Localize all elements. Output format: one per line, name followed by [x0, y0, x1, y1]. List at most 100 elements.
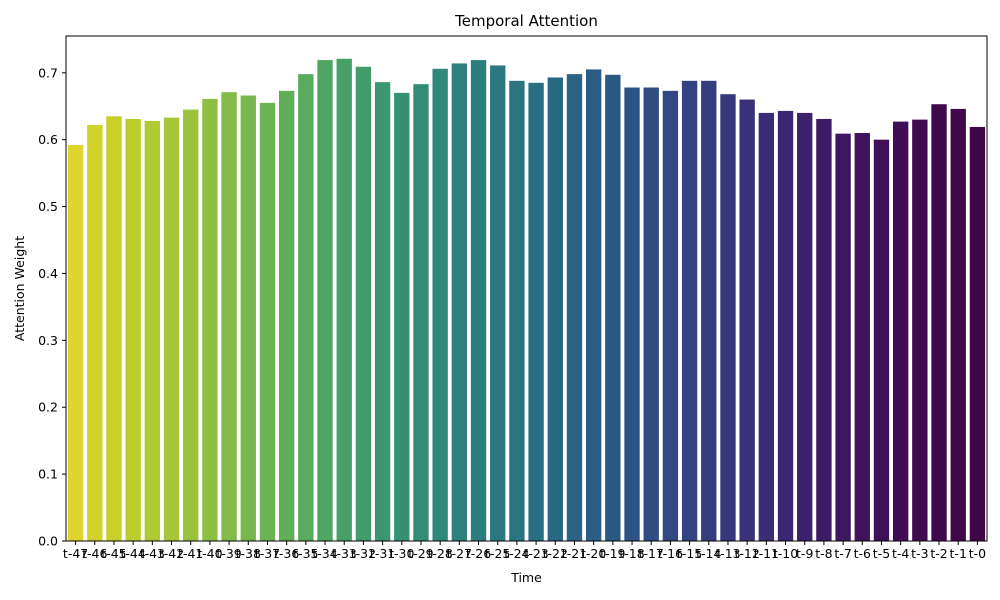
x-tick-label: t-34 [312, 546, 337, 561]
bar-t-13 [720, 94, 736, 542]
bar-t-15 [681, 80, 698, 541]
x-tick-label: t-28 [427, 546, 452, 561]
bar-t-40 [202, 98, 218, 541]
bar-t-43 [144, 120, 161, 541]
bar-t-46 [87, 124, 103, 541]
bar-t-42 [163, 117, 180, 541]
x-tick-label: t-29 [408, 546, 433, 561]
bar-t-20 [585, 69, 602, 541]
bar-t-10 [777, 110, 794, 541]
x-tick-label: t-6 [854, 546, 871, 561]
x-tick-label: t-20 [581, 546, 606, 561]
bar-t-44 [125, 118, 141, 541]
bar-t-38 [240, 95, 256, 542]
x-tick-label: t-39 [216, 546, 241, 561]
x-tick-label: t-2 [930, 546, 947, 561]
x-tick-label: t-7 [834, 546, 851, 561]
x-tick-label: t-32 [351, 546, 376, 561]
bar-t-37 [259, 102, 276, 541]
bar-t-11 [758, 112, 775, 541]
bar-t-30 [394, 92, 410, 541]
x-tick-label: t-18 [619, 546, 644, 561]
bar-t-45 [106, 116, 122, 542]
x-tick-label: t-19 [600, 546, 625, 561]
x-tick-label: t-26 [466, 546, 491, 561]
bar-t-7 [835, 133, 851, 541]
x-tick-label: t-37 [255, 546, 280, 561]
bar-t-28 [432, 68, 448, 541]
x-tick-label: t-25 [485, 546, 510, 561]
bar-t-35 [298, 74, 314, 542]
bar-t-24 [509, 80, 525, 541]
bar-t-4 [892, 121, 909, 541]
x-tick-label: t-23 [523, 546, 548, 561]
bar-t-17 [643, 87, 659, 542]
x-tick-label: t-5 [873, 546, 890, 561]
plot-frame [65, 35, 988, 542]
y-tick-label: 0.5 [38, 199, 58, 214]
y-tick-label: 0.7 [38, 65, 58, 80]
x-tick-label: t-3 [911, 546, 928, 561]
x-tick-label: t-12 [734, 546, 759, 561]
x-tick-label: t-40 [197, 546, 222, 561]
x-tick-label: t-0 [969, 546, 986, 561]
bar-t-5 [873, 139, 890, 542]
bar-t-26 [470, 60, 487, 542]
y-tick-label: 0.6 [38, 132, 58, 147]
bar-t-19 [605, 74, 621, 541]
bar-t-34 [317, 60, 333, 542]
y-tick-label: 0.3 [38, 333, 58, 348]
bar-t-29 [413, 84, 429, 542]
bar-t-41 [183, 109, 199, 541]
bar-t-31 [374, 82, 391, 542]
bar-t-47 [67, 145, 84, 541]
x-tick-label: t-38 [236, 546, 261, 561]
x-tick-label: t-10 [773, 546, 798, 561]
y-tick-label: 0.4 [38, 266, 58, 281]
x-tick-label: t-15 [677, 546, 702, 561]
x-tick-label: t-30 [389, 546, 414, 561]
bar-t-1 [950, 108, 966, 541]
bar-t-8 [816, 118, 832, 541]
bar-t-25 [490, 65, 506, 541]
bar-t-23 [528, 82, 544, 541]
y-tick-label: 0.2 [38, 400, 58, 415]
bar-t-32 [355, 66, 372, 541]
bar-t-18 [624, 87, 640, 542]
y-tick-label: 0.1 [38, 467, 58, 482]
x-tick-label: t-17 [639, 546, 664, 561]
x-tick-label: t-42 [159, 546, 184, 561]
bar-t-21 [566, 74, 583, 542]
bar-t-16 [662, 90, 679, 541]
bars-group [67, 58, 986, 542]
x-tick-label: t-14 [696, 546, 721, 561]
x-tick-label: t-44 [120, 546, 145, 561]
x-tick-label: t-27 [447, 546, 472, 561]
x-tick-label: t-35 [293, 546, 318, 561]
x-tick-label: t-8 [815, 546, 832, 561]
y-axis: 0.0 0.1 0.2 0.3 0.4 0.5 0.6 0.7 [38, 65, 66, 549]
x-tick-label: t-21 [562, 546, 587, 561]
x-tick-label: t-31 [370, 546, 395, 561]
bar-t-2 [931, 104, 947, 542]
x-tick-label: t-11 [754, 546, 779, 561]
x-tick-label: t-16 [658, 546, 683, 561]
bar-t-27 [451, 63, 468, 542]
chart-title: Temporal Attention [454, 12, 598, 30]
y-tick-label: 0.0 [38, 534, 58, 549]
bar-t-0 [969, 126, 986, 541]
x-tick-label: t-45 [101, 546, 126, 561]
x-axis: t-47t-46t-45t-44t-43t-42t-41t-40t-39t-38… [63, 541, 986, 561]
x-tick-label: t-24 [504, 546, 529, 561]
x-tick-label: t-46 [82, 546, 107, 561]
bar-t-6 [854, 132, 870, 541]
bar-t-9 [797, 112, 813, 541]
x-tick-label: t-13 [715, 546, 740, 561]
bar-t-36 [278, 90, 295, 541]
x-tick-label: t-4 [892, 546, 909, 561]
bar-t-22 [547, 77, 563, 541]
bar-t-33 [336, 58, 352, 541]
x-tick-label: t-47 [63, 546, 88, 561]
bar-t-3 [912, 119, 928, 542]
